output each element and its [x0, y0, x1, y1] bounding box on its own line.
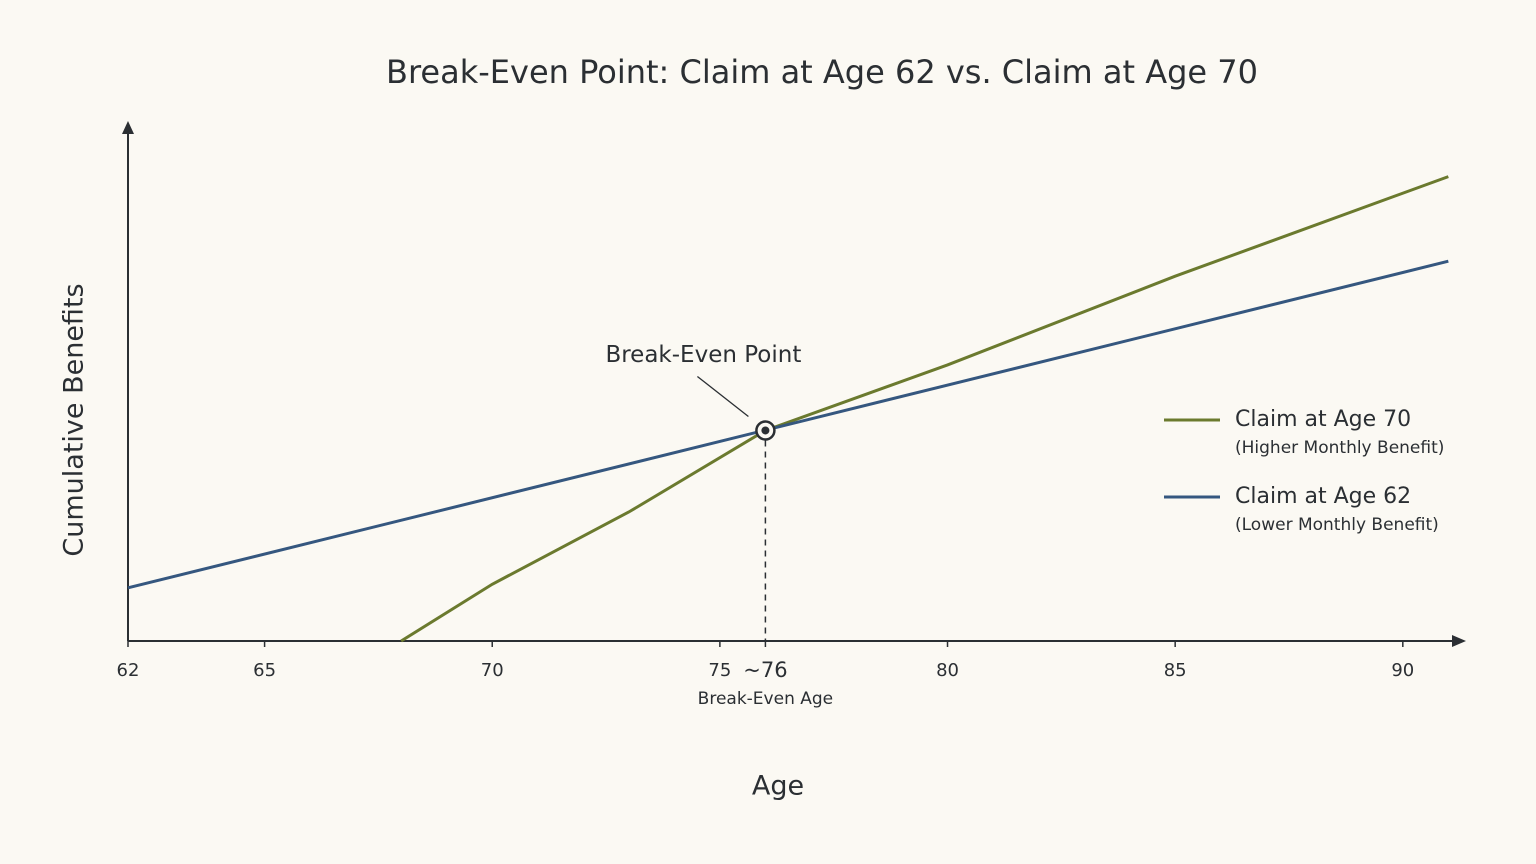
x-tick-label: 85 — [1164, 660, 1187, 681]
break-even-label: Break-Even Point — [605, 342, 801, 368]
series-line — [127, 259, 1449, 590]
y-axis-label: Cumulative Benefits — [59, 283, 90, 556]
x-tick-label: 70 — [481, 660, 504, 681]
legend-label: Claim at Age 62 — [1235, 484, 1411, 509]
x-tick-label: 65 — [253, 660, 276, 681]
x-tick-label: 80 — [936, 660, 959, 681]
chart-title: Break-Even Point: Claim at Age 62 vs. Cl… — [386, 53, 1258, 91]
y-axis-arrow — [122, 121, 134, 134]
x-axis-label: Age — [752, 771, 804, 802]
x-axis-arrow — [1452, 635, 1466, 647]
break-even-dot — [761, 426, 770, 435]
legend-description: (Lower Monthly Benefit) — [1235, 515, 1439, 535]
break-even-axis-label: Break-Even Age — [698, 689, 833, 709]
x-tick-label: ~76 — [743, 658, 787, 682]
legend-description: (Higher Monthly Benefit) — [1235, 438, 1444, 458]
x-tick-label: 62 — [117, 660, 140, 681]
legend-label: Claim at Age 70 — [1235, 407, 1411, 432]
x-tick-label: 75 — [708, 660, 731, 681]
x-tick-label: 90 — [1391, 660, 1414, 681]
break-even-pointer — [697, 375, 749, 417]
